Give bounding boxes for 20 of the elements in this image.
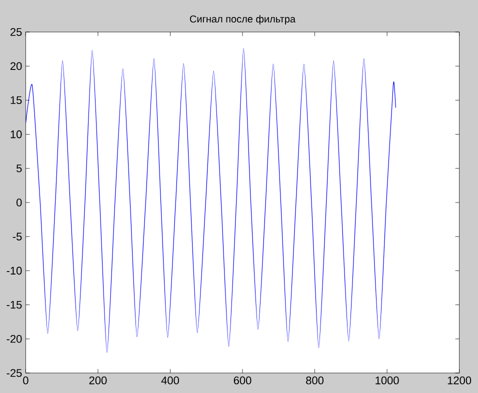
y-tick-label: 20 xyxy=(10,62,22,70)
x-tick-label: 0 xyxy=(23,376,28,384)
line-series xyxy=(26,48,396,353)
x-tick-label: 600 xyxy=(234,376,252,384)
x-tick-label: 400 xyxy=(161,376,179,384)
y-tick-label: 25 xyxy=(10,28,22,36)
x-tick-label: 1200 xyxy=(448,376,472,384)
chart-title: Сигнал после фильтра xyxy=(190,15,296,24)
y-tick-label: 15 xyxy=(10,96,22,104)
y-tick-label: -20 xyxy=(6,335,22,343)
y-tick-label: -10 xyxy=(6,266,22,275)
y-tick-label: -25 xyxy=(6,369,22,377)
y-tick-label: 0 xyxy=(16,198,22,206)
y-tick-label: -15 xyxy=(6,300,22,309)
x-tick-label: 1000 xyxy=(376,376,399,384)
y-tick-label: -5 xyxy=(12,232,22,240)
x-tick-label: 800 xyxy=(306,376,324,384)
y-tick-label: 10 xyxy=(10,130,22,138)
x-tick-label: 200 xyxy=(89,376,107,384)
y-tick-label: 5 xyxy=(16,164,22,172)
